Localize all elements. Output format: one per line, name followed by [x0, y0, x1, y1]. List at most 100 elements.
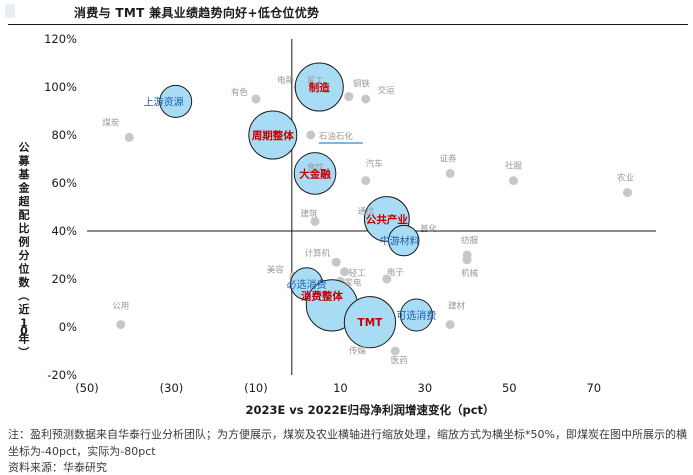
industry-label: 轻工	[349, 268, 367, 279]
x-tick-label: (50)	[75, 381, 99, 395]
industry-point	[462, 255, 472, 265]
chart-note: 注：盈利预测数据来自华泰行业分析团队；为方便展示，煤炭及农业横轴进行缩放处理，缩…	[8, 428, 687, 458]
industry-label: 公用	[112, 302, 129, 312]
y-axis-title-char: 1	[20, 317, 28, 330]
chart-source: 资料来源：华泰研究	[8, 461, 107, 474]
industry-point	[361, 176, 371, 186]
industry-point	[124, 132, 134, 142]
title-rule	[8, 24, 688, 25]
y-tick-label: 60%	[51, 176, 77, 190]
sector-label: 消费整体	[301, 289, 343, 302]
industry-point	[116, 320, 126, 330]
sector-bubble	[294, 62, 344, 112]
industry-label: 汽车	[366, 159, 383, 170]
industry-point	[623, 188, 633, 198]
industry-label: 医药	[391, 355, 408, 366]
y-axis-title-char: 年	[19, 332, 30, 346]
y-axis-title-char: 例	[19, 235, 30, 249]
sector-bubble	[399, 298, 433, 332]
y-tick-label: -20%	[47, 368, 77, 382]
x-axis-title: 2023E vs 2022E归母净利润增速变化（pct）	[245, 403, 494, 417]
x-tick-label: (30)	[160, 381, 184, 395]
industry-label: 电子	[387, 267, 405, 278]
industry-label: 计算机	[305, 248, 331, 259]
industry-point	[306, 130, 316, 140]
y-axis-title-char: 金	[18, 181, 31, 195]
industry-label: 家电	[344, 277, 362, 288]
industry-point	[344, 92, 354, 102]
industry-point	[310, 216, 320, 226]
industry-label: 农业	[617, 173, 634, 184]
industry-label: 美容	[267, 265, 285, 276]
y-tick-label: 20%	[51, 272, 77, 286]
y-tick-label: 80%	[51, 128, 77, 142]
sector-bubble	[388, 224, 420, 257]
sector-label: 必选消费	[287, 278, 327, 291]
sector-label: 可选消费	[396, 309, 436, 322]
industry-label: 基化	[420, 223, 438, 234]
industry-label: 交运	[378, 85, 396, 96]
y-tick-label: 40%	[51, 224, 77, 238]
industry-label: 煤炭	[102, 117, 120, 128]
sector-label: 中游材料	[380, 235, 420, 248]
industry-label: 军工	[307, 76, 325, 86]
industry-label: 有色	[231, 87, 249, 98]
sector-label: 公共产业	[366, 213, 408, 226]
y-axis-title-char: 公	[19, 141, 30, 154]
sector-label: 上游资源	[144, 95, 184, 108]
y-axis-title-char: 超	[18, 194, 31, 208]
sector-bubble	[248, 110, 298, 160]
sector-label: 周期整体	[252, 129, 294, 142]
industry-point	[382, 274, 392, 284]
industry-label: 食饮	[307, 162, 325, 173]
x-tick-label: 10	[333, 381, 348, 395]
industry-point	[340, 267, 350, 277]
industry-point	[445, 320, 455, 330]
sector-bubble	[293, 152, 337, 195]
sector-label: TMT	[358, 317, 384, 329]
x-tick-label: (10)	[244, 381, 268, 395]
x-tick-label: 50	[502, 381, 517, 395]
industry-label: 建材	[448, 301, 466, 312]
sector-label: 大金融	[299, 167, 331, 180]
industry-label: 纺服	[461, 235, 479, 246]
y-axis-title-char: 基	[18, 167, 31, 181]
industry-point	[331, 257, 341, 267]
y-axis-title-char: 配	[19, 208, 30, 222]
x-tick-label: 70	[586, 381, 601, 395]
industry-label: 钢铁	[353, 79, 371, 90]
bubble-chart: -20% 0% 20% 40% 60% 80% 100% 120% (50) (30) (10) 10…	[17, 32, 656, 417]
sector-bubble	[159, 84, 193, 118]
y-axis-title-char: 近	[19, 302, 30, 316]
y-axis-title-char: 位	[19, 262, 30, 276]
x-tick-label: 30	[418, 381, 433, 395]
industry-label: 建筑	[301, 208, 319, 219]
y-axis-title-char: （	[17, 290, 30, 301]
industry-label: 机械	[461, 268, 479, 279]
industry-point	[361, 94, 371, 104]
sector-label: 制造	[309, 81, 330, 94]
y-tick-label: 120%	[44, 32, 77, 46]
y-axis-title-char: 比	[19, 221, 30, 235]
sector-bubbles	[159, 62, 433, 349]
industry-label: 证券	[440, 153, 458, 164]
industry-point	[509, 176, 519, 186]
title-bar: 消费与 TMT 兼具业绩趋势向好+低仓位优势	[0, 0, 693, 26]
title-marker	[5, 4, 15, 18]
industry-label: 石油石化	[319, 131, 354, 142]
industry-label: 通信	[357, 206, 375, 217]
industry-point	[390, 346, 400, 356]
y-axis-title-char: 募	[18, 154, 31, 168]
y-tick-label: 100%	[44, 80, 77, 94]
y-axis-title-char: ）	[17, 347, 30, 358]
industry-point	[445, 168, 455, 178]
industry-label: 社服	[505, 161, 523, 172]
y-tick-label: 0%	[59, 320, 77, 334]
industry-point	[251, 94, 261, 104]
industry-label: 传媒	[349, 345, 367, 356]
sector-bubble	[343, 296, 397, 349]
y-axis-title-char: 分	[19, 248, 30, 262]
y-axis-title-char: 0	[20, 325, 28, 338]
axes: -20% 0% 20% 40% 60% 80% 100% 120% (50) (30) (10) 10…	[17, 32, 656, 395]
